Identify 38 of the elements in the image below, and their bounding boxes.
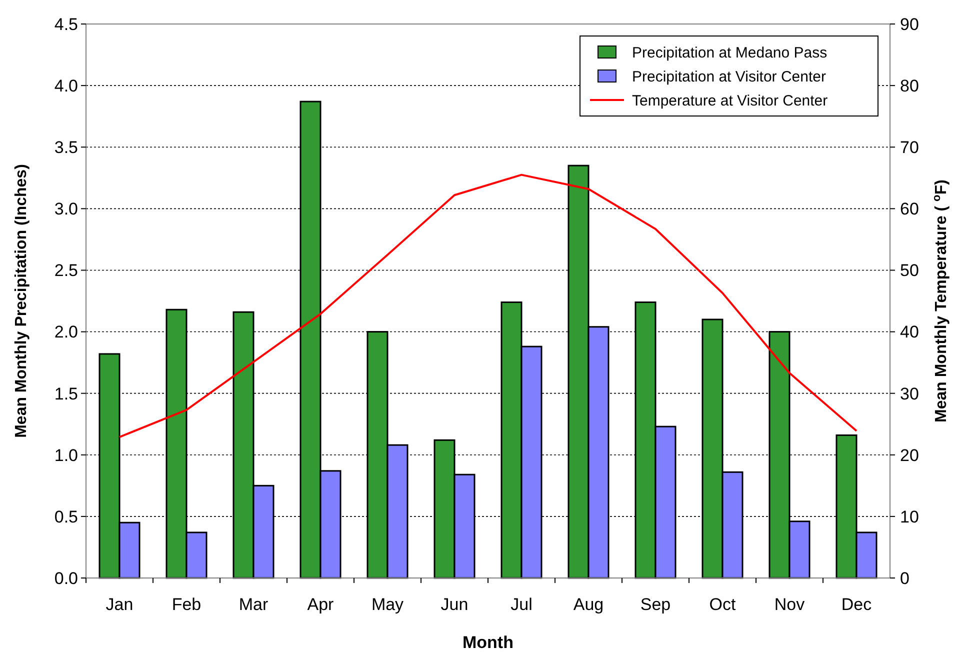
y-tick-label: 1.5 [54, 384, 78, 404]
y2-tick-label: 40 [900, 322, 919, 342]
x-tick-label: Aug [573, 595, 604, 614]
y2-tick-label: 0 [900, 568, 910, 588]
y-tick-label: 0.5 [54, 507, 78, 526]
y2-tick-label: 90 [900, 14, 919, 34]
legend-label: Precipitation at Visitor Center [632, 68, 826, 86]
y2-tick-label: 20 [900, 446, 919, 465]
legend-label: Temperature at Visitor Center [632, 92, 828, 110]
y2-tick-label: 50 [900, 261, 919, 280]
x-tick-label: Nov [774, 595, 806, 614]
y-tick-label: 3.5 [54, 138, 78, 158]
y2-tick-label: 80 [900, 76, 919, 96]
y2-tick-label: 10 [900, 507, 919, 526]
x-tick-label: Jun [440, 595, 468, 614]
y-tick-label: 4.0 [54, 76, 78, 96]
y-tick-label: 0.0 [54, 568, 78, 588]
x-tick-label: Jul [510, 595, 532, 614]
x-tick-label: Jan [106, 595, 134, 614]
y2-tick-label: 70 [900, 138, 919, 158]
x-tick-label: Dec [841, 595, 872, 614]
x-tick-label: Apr [307, 595, 334, 614]
y-tick-label: 2.5 [54, 261, 78, 280]
line-series [118, 174, 858, 438]
y-axis-title: Mean Monthly Precipitation (Inches) [13, 164, 30, 438]
x-tick-label: Mar [238, 595, 268, 614]
y2-tick-label: 60 [900, 200, 919, 219]
x-tick-label: Oct [709, 595, 736, 614]
x-tick-label: Feb [172, 595, 202, 614]
x-tick-label: Sep [640, 595, 671, 614]
legend-label: Precipitation at Medano Pass [632, 44, 828, 62]
y-tick-label: 4.5 [54, 14, 78, 34]
y-tick-label: 3.0 [54, 200, 78, 219]
y-tick-label: 2.0 [54, 322, 78, 342]
x-tick-label: May [371, 595, 404, 614]
y-tick-label: 1.0 [54, 446, 78, 465]
x-axis-title: Month [462, 633, 514, 652]
y2-tick-label: 30 [900, 384, 919, 404]
